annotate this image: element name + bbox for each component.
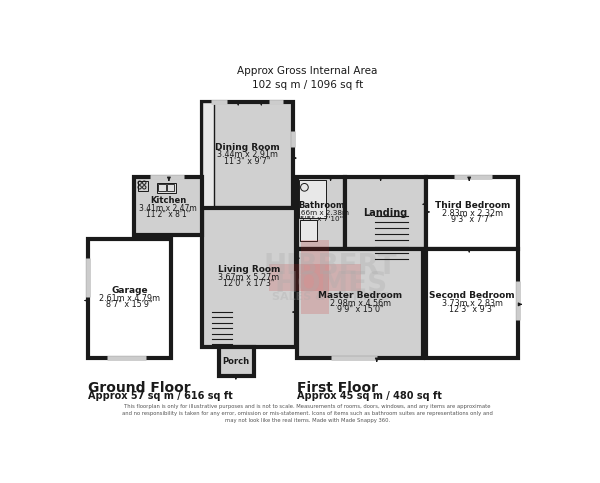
Bar <box>345 177 426 249</box>
Text: 8'7" x 15'9": 8'7" x 15'9" <box>106 300 153 309</box>
Text: 9'9" x 15'0": 9'9" x 15'0" <box>337 305 383 314</box>
Text: Landing: Landing <box>364 208 408 218</box>
Text: 3.73m x 2.83m: 3.73m x 2.83m <box>442 299 503 308</box>
Bar <box>167 184 174 191</box>
Text: Garage: Garage <box>112 286 148 296</box>
Text: Approx 57 sq m / 616 sq ft: Approx 57 sq m / 616 sq ft <box>88 391 233 400</box>
Text: Dining Room: Dining Room <box>215 143 280 152</box>
Bar <box>301 241 329 314</box>
Text: Third Bedroom: Third Bedroom <box>434 201 510 210</box>
Text: Kitchen: Kitchen <box>150 196 186 205</box>
Text: 11'2" x 8'1": 11'2" x 8'1" <box>146 210 190 219</box>
Bar <box>202 208 296 347</box>
Text: 3.67m x 5.27m: 3.67m x 5.27m <box>218 273 280 282</box>
Text: 5'5" x 7'10": 5'5" x 7'10" <box>300 216 343 222</box>
Bar <box>138 181 148 191</box>
Text: Second Bedroom: Second Bedroom <box>430 291 515 300</box>
Text: HOMES: HOMES <box>274 270 387 298</box>
Bar <box>134 177 202 235</box>
Bar <box>202 102 293 208</box>
Text: 11'3" x 9'7": 11'3" x 9'7" <box>224 156 271 166</box>
Bar <box>299 180 326 218</box>
Bar <box>298 177 345 249</box>
Text: Approx Gross Internal Area
102 sq m / 1096 sq ft: Approx Gross Internal Area 102 sq m / 10… <box>238 66 377 90</box>
Bar <box>88 239 171 358</box>
Bar <box>202 102 214 208</box>
Text: Approx 45 sq m / 480 sq ft: Approx 45 sq m / 480 sq ft <box>298 391 442 400</box>
Text: Bathroom: Bathroom <box>298 201 344 210</box>
Bar <box>269 264 361 291</box>
Bar <box>300 220 317 241</box>
Text: 9'3" x 7'7": 9'3" x 7'7" <box>451 215 493 224</box>
Text: 2.61m x 4.79m: 2.61m x 4.79m <box>99 294 160 303</box>
Text: 12'0" x 17'3": 12'0" x 17'3" <box>223 279 275 288</box>
Text: This floorplan is only for illustrative purposes and is not to scale. Measuremen: This floorplan is only for illustrative … <box>122 404 493 424</box>
Text: 1.66m x 2.38m: 1.66m x 2.38m <box>294 210 349 216</box>
Bar <box>426 177 518 249</box>
Text: 3.41m x 2.47m: 3.41m x 2.47m <box>139 204 197 213</box>
Bar <box>157 183 176 193</box>
Bar <box>158 184 166 191</box>
Text: SALES & LETTINGS: SALES & LETTINGS <box>272 292 389 302</box>
Text: 12'3" x 9'3": 12'3" x 9'3" <box>449 305 496 314</box>
Text: 2.83m x 2.32m: 2.83m x 2.32m <box>442 209 503 218</box>
Text: Master Bedroom: Master Bedroom <box>318 291 403 300</box>
Text: First Floor: First Floor <box>298 382 379 396</box>
Bar <box>219 347 254 376</box>
Text: Ground Floor: Ground Floor <box>88 382 191 396</box>
Text: Living Room: Living Room <box>218 265 280 274</box>
Bar <box>426 249 518 358</box>
Bar <box>298 249 423 358</box>
Text: Porch: Porch <box>223 357 250 366</box>
Text: 2.98m x 4.56m: 2.98m x 4.56m <box>329 299 391 308</box>
Text: HIBBERT: HIBBERT <box>264 252 397 280</box>
Text: 3.44m x 2.91m: 3.44m x 2.91m <box>217 151 278 159</box>
